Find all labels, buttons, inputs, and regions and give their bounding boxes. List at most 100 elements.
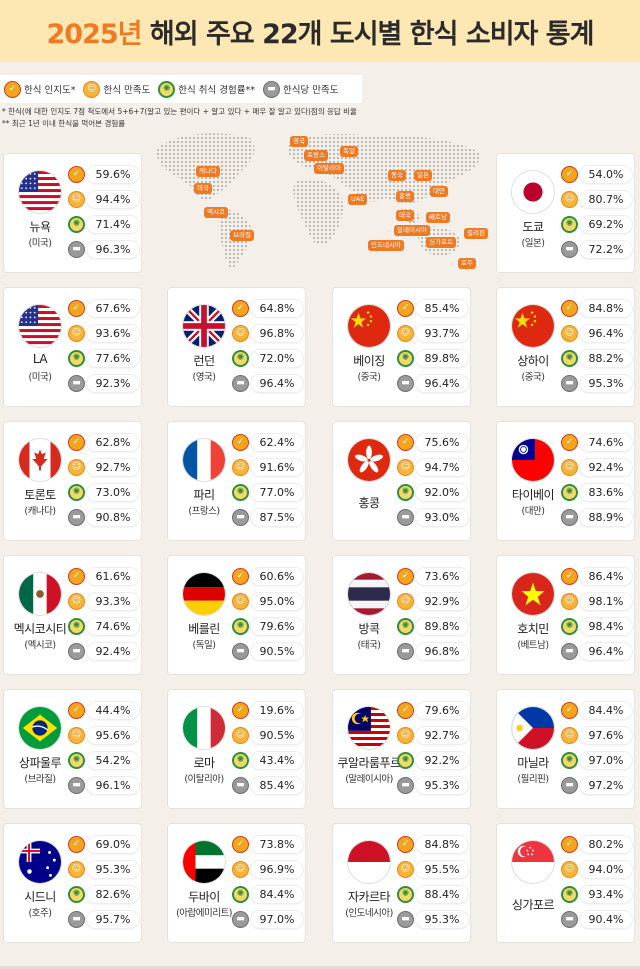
awareness-icon: ✓: [68, 299, 85, 317]
stat-value: 88.9%: [580, 508, 632, 526]
awareness-icon: ✓: [561, 835, 578, 853]
stat-row-aw: ✓ 69.0%: [68, 834, 139, 854]
stat-value: 97.2%: [580, 776, 632, 794]
ca-flag-icon: [18, 438, 62, 482]
restaurant-icon: ▬: [68, 374, 85, 392]
legend-item-sa: ☺ 한식 만족도: [83, 80, 151, 98]
stat-row-aw: ✓ 62.8%: [68, 432, 139, 452]
city-country: (필리핀): [517, 774, 549, 785]
fr-flag-icon: [182, 438, 226, 482]
city-country: (베트남): [517, 640, 549, 651]
satisfaction-icon: ☺: [68, 860, 85, 878]
cn-flag-icon: [511, 304, 555, 348]
experience-icon: ✺: [397, 349, 414, 367]
stat-value: 95.3%: [580, 374, 632, 392]
stat-row-ex: ✺ 88.2%: [561, 348, 632, 368]
city-name: 시드니: [24, 890, 56, 904]
stat-row-rs: ▬ 90.8%: [68, 507, 139, 527]
city-card: 타이베이 (대만) ✓ 74.6% ☺ 92.4% ✺ 83.6% ▬ 88.9%: [497, 422, 634, 540]
restaurant-icon: ▬: [262, 80, 280, 98]
stat-value: 80.7%: [580, 190, 632, 208]
city-name: 호치민: [517, 622, 549, 636]
stat-value: 98.1%: [580, 592, 632, 610]
title-text: 해외 주요 22개 도시별 한식 소비자 통계: [149, 18, 595, 50]
awareness-icon: ✓: [232, 701, 249, 719]
legend-label: 한식 만족도: [103, 85, 151, 96]
restaurant-icon: ▬: [397, 910, 414, 928]
stat-row-sa: ☺ 95.5%: [397, 859, 468, 879]
map-country-label: 일본: [414, 170, 432, 181]
stat-value: 95.3%: [416, 910, 468, 928]
experience-icon: ✺: [68, 885, 85, 903]
stat-row-sa: ☺ 92.4%: [561, 457, 632, 477]
satisfaction-icon: ☺: [397, 592, 414, 610]
stat-row-rs: ▬ 92.3%: [68, 373, 139, 393]
stat-row-sa: ☺ 95.3%: [68, 859, 139, 879]
experience-icon: ✺: [561, 617, 578, 635]
stat-row-ex: ✺ 98.4%: [561, 616, 632, 636]
map-country-label: 싱가포르: [426, 237, 456, 248]
city-country: (미국): [28, 372, 52, 383]
awareness-icon: ✓: [561, 433, 578, 451]
stat-value: 93.4%: [580, 885, 632, 903]
stat-row-aw: ✓ 73.8%: [232, 834, 303, 854]
experience-icon: ✺: [232, 349, 249, 367]
stat-value: 98.4%: [580, 617, 632, 635]
stat-value: 64.8%: [251, 299, 303, 317]
satisfaction-icon: ☺: [232, 458, 249, 476]
stat-value: 96.4%: [251, 374, 303, 392]
city-name: 타이베이: [511, 488, 555, 502]
stat-row-sa: ☺ 96.4%: [561, 323, 632, 343]
stat-row-aw: ✓ 62.4%: [232, 432, 303, 452]
map-country-label: 베트남: [426, 212, 450, 223]
stat-row-sa: ☺ 94.0%: [561, 859, 632, 879]
city-card: LA (미국) ✓ 67.6% ☺ 93.6% ✺ 77.6% ▬ 92.3%: [4, 288, 141, 406]
stat-value: 75.6%: [416, 433, 468, 451]
stat-row-sa: ☺ 92.7%: [397, 725, 468, 745]
awareness-icon: ✓: [68, 701, 85, 719]
satisfaction-icon: ☺: [397, 726, 414, 744]
city-card: 파리 (프랑스) ✓ 62.4% ☺ 91.6% ✺ 77.0% ▬ 87.5%: [168, 422, 305, 540]
title-year: 2025년: [46, 18, 143, 50]
city-card: 토론토 (캐나다) ✓ 62.8% ☺ 92.7% ✺ 73.0% ▬ 90.8%: [4, 422, 141, 540]
page-header: 2025년 해외 주요 22개 도시별 한식 소비자 통계: [0, 0, 640, 62]
mx-flag-icon: [18, 572, 62, 616]
legend-item-ex: ✺ 한식 취식 경험률**: [158, 80, 255, 98]
stat-value: 84.8%: [416, 835, 468, 853]
city-card: 싱가포르 ✓ 80.2% ☺ 94.0% ✺ 93.4% ▬ 90.4%: [497, 824, 634, 942]
stat-row-aw: ✓ 85.4%: [397, 298, 468, 318]
stat-value: 94.7%: [416, 458, 468, 476]
satisfaction-icon: ☺: [397, 860, 414, 878]
city-name: 런던: [193, 354, 215, 368]
experience-icon: ✺: [68, 751, 85, 769]
stat-value: 72.2%: [580, 240, 632, 258]
us-flag-icon: [18, 304, 62, 348]
br-flag-icon: [18, 706, 62, 750]
experience-icon: ✺: [397, 483, 414, 501]
awareness-icon: ✓: [561, 299, 578, 317]
stat-value: 69.0%: [87, 835, 139, 853]
restaurant-icon: ▬: [232, 776, 249, 794]
vn-flag-icon: [511, 572, 555, 616]
stat-row-rs: ▬ 87.5%: [232, 507, 303, 527]
awareness-icon: ✓: [397, 567, 414, 585]
city-card: 뉴욕 (미국) ✓ 59.6% ☺ 94.4% ✺ 71.4% ▬ 96.3%: [4, 154, 141, 272]
stat-value: 94.4%: [87, 190, 139, 208]
stat-row-rs: ▬ 95.3%: [561, 373, 632, 393]
legend: ✓ 한식 인지도* ☺ 한식 만족도 ✺ 한식 취식 경험률** ▬ 한식당 만족도: [0, 75, 362, 103]
stat-value: 95.5%: [416, 860, 468, 878]
id-flag-icon: [347, 840, 391, 884]
stat-row-aw: ✓ 74.6%: [561, 432, 632, 452]
stat-row-aw: ✓ 75.6%: [397, 432, 468, 452]
map-country-label: 브라질: [230, 230, 254, 241]
stat-value: 92.9%: [416, 592, 468, 610]
stat-value: 87.5%: [251, 508, 303, 526]
stat-row-ex: ✺ 77.0%: [232, 482, 303, 502]
restaurant-icon: ▬: [397, 642, 414, 660]
restaurant-icon: ▬: [561, 374, 578, 392]
city-name: 토론토: [24, 488, 56, 502]
stat-row-aw: ✓ 86.4%: [561, 566, 632, 586]
stat-value: 97.0%: [251, 910, 303, 928]
stat-value: 77.6%: [87, 349, 139, 367]
stat-row-ex: ✺ 71.4%: [68, 214, 139, 234]
